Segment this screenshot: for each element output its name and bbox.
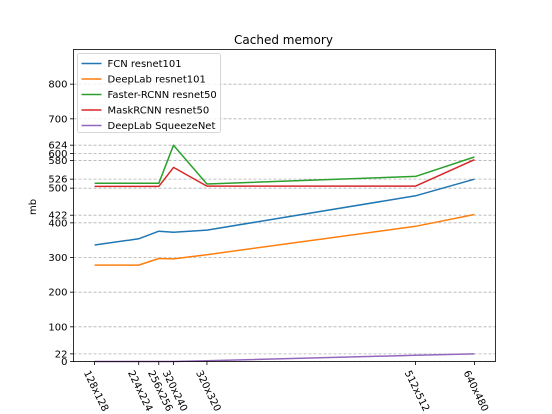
x-tick-label: 128x128 xyxy=(81,369,110,413)
x-tick-label: 640x480 xyxy=(461,369,490,413)
y-tick-label: 22 xyxy=(55,349,68,360)
y-tick-label: 0 xyxy=(61,357,67,368)
y-tick-label: 100 xyxy=(48,322,67,333)
y-tick-label: 422 xyxy=(48,211,67,222)
series-line-0 xyxy=(94,178,475,246)
legend: FCN resnet101 DeepLab resnet101 Faster-RCN… xyxy=(77,53,221,133)
grid-lines xyxy=(73,83,496,362)
series-line-2 xyxy=(94,144,475,185)
series-lines xyxy=(94,144,475,363)
x-tick-label: 320x320 xyxy=(193,369,222,413)
y-tick-label: 600 xyxy=(48,149,67,160)
y-axis-label: mb xyxy=(28,199,39,215)
series-line-4 xyxy=(94,353,475,363)
legend-label: DeepLab resnet101 xyxy=(108,75,206,86)
x-tick-label: 512x512 xyxy=(402,369,431,413)
y-tick-label: 500 xyxy=(48,184,67,195)
legend-label: DeepLab SqueezeNet xyxy=(108,121,216,132)
y-tick-label: 800 xyxy=(48,80,67,91)
legend-label: Faster-RCNN resnet50 xyxy=(108,90,217,101)
legend-label: FCN resnet101 xyxy=(108,59,182,70)
chart-title: Cached memory xyxy=(234,33,333,47)
y-tick-label: 300 xyxy=(48,253,67,264)
series-line-1 xyxy=(94,213,475,266)
legend-box xyxy=(77,53,221,133)
y-tick-label: 400 xyxy=(48,218,67,229)
y-tick-label: 526 xyxy=(48,175,67,186)
series-line-3 xyxy=(94,159,475,188)
plot-frame xyxy=(73,49,496,362)
y-tick-label: 200 xyxy=(48,288,67,299)
y-tick-label: 700 xyxy=(48,114,67,125)
y-tick-label: 624 xyxy=(48,141,67,152)
legend-label: MaskRCNN resnet50 xyxy=(108,106,210,117)
y-tick-label: 580 xyxy=(48,156,67,167)
